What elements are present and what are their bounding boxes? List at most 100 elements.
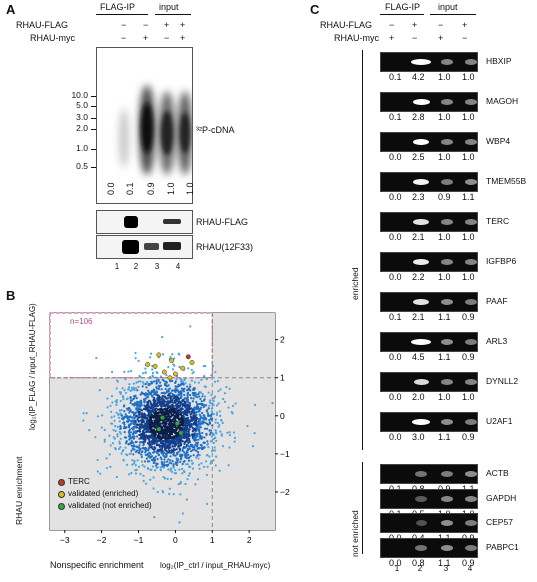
gel-row <box>380 464 478 484</box>
lane-number: 3 <box>154 262 160 271</box>
cloud-point <box>123 389 126 392</box>
cloud-point <box>190 410 193 413</box>
cloud-point <box>153 446 156 449</box>
cloud-point <box>169 379 172 383</box>
cloud-point <box>132 453 135 456</box>
c-row2-mark: − <box>412 33 418 43</box>
cloud-point <box>168 417 171 421</box>
gel-value: 2.1 <box>412 232 425 242</box>
cloud-point <box>187 423 190 427</box>
cloud-point <box>141 416 144 419</box>
gel-band <box>464 379 478 385</box>
cloud-point <box>133 425 136 429</box>
gel-value: 0.0 <box>389 557 402 568</box>
cloud-point <box>141 385 144 388</box>
cloud-point <box>173 423 176 426</box>
gel-value: 0.9 <box>462 557 475 568</box>
cloud-point <box>131 403 134 406</box>
cloud-point <box>127 406 130 410</box>
cloud-point <box>139 400 142 403</box>
cloud-point <box>130 399 134 402</box>
cloud-point <box>146 406 149 410</box>
cloud-point <box>161 446 164 449</box>
gene-label: ACTB <box>486 468 509 478</box>
cloud-point <box>157 436 160 439</box>
y-tick-label: −2 <box>280 487 290 497</box>
row2-mark: − <box>121 33 127 43</box>
cloud-point <box>138 416 141 419</box>
gel-row <box>380 537 478 558</box>
cloud-point <box>171 392 174 396</box>
cloud-point <box>271 401 274 405</box>
gel-value: 1.1 <box>462 192 475 202</box>
cloud-point <box>228 433 231 437</box>
gel-value: 0.0 <box>389 272 402 282</box>
cloud-point <box>154 392 157 395</box>
cloud-point <box>191 462 195 465</box>
cloud-point <box>208 433 212 436</box>
cloud-point <box>204 404 208 407</box>
cloud-point <box>168 393 171 397</box>
cloud-point <box>164 383 167 386</box>
cloud-point <box>207 446 210 449</box>
cloud-point <box>226 431 229 434</box>
gene-label: U2AF1 <box>486 416 513 426</box>
cloud-point <box>212 459 215 462</box>
gel-band <box>440 259 454 265</box>
cloud-point <box>178 417 181 420</box>
cloud-point <box>155 387 159 390</box>
cloud-point <box>106 406 109 409</box>
cloud-point <box>193 439 196 442</box>
lane-number: 1 <box>114 262 120 271</box>
cloud-point <box>154 455 157 458</box>
cloud-point <box>170 477 173 481</box>
cloud-point <box>227 406 230 409</box>
c-row2-mark: + <box>389 33 395 43</box>
cloud-point <box>211 365 215 368</box>
cloud-point <box>185 425 188 428</box>
cloud-point <box>141 419 144 422</box>
cloud-point <box>128 428 132 431</box>
cloud-point <box>193 406 196 409</box>
cloud-point <box>180 401 183 404</box>
cloud-point <box>165 440 168 443</box>
cloud-point <box>182 433 185 437</box>
gel-band <box>413 179 429 185</box>
cloud-point <box>180 395 183 398</box>
cloud-point <box>148 426 151 429</box>
gel-value: 1.0 <box>438 152 451 162</box>
cloud-point <box>167 402 170 405</box>
gel-value: 0.9 <box>462 312 475 322</box>
cloud-point <box>183 405 186 408</box>
cloud-point <box>157 384 160 387</box>
cloud-point <box>172 428 175 431</box>
gel-value: 1.1 <box>438 352 451 362</box>
gel-value: 2.1 <box>412 312 425 322</box>
gel-band <box>464 219 478 225</box>
cloud-point <box>216 421 220 425</box>
cloud-point <box>180 453 183 457</box>
y-tick-label: 2 <box>280 335 285 345</box>
cloud-point <box>115 401 118 404</box>
cloud-point <box>122 421 125 425</box>
cloud-point <box>170 379 174 383</box>
cloud-point <box>189 325 192 328</box>
cloud-point <box>144 482 148 485</box>
panel-c-letter: C <box>310 2 320 17</box>
cloud-point <box>162 430 165 433</box>
cloud-point <box>122 458 125 461</box>
cloud-point <box>156 397 160 400</box>
gene-label: CEP57 <box>486 517 513 527</box>
cloud-point <box>122 427 126 430</box>
cloud-point <box>144 415 147 419</box>
gel-value: 1.0 <box>462 112 475 122</box>
enriched-label: enriched <box>350 267 360 300</box>
cloud-point <box>253 432 256 435</box>
cloud-point <box>138 429 141 432</box>
cloud-point <box>179 390 182 393</box>
cloud-point <box>188 433 191 436</box>
cloud-point <box>200 378 203 381</box>
gel-band <box>440 139 454 145</box>
cloud-point <box>187 441 190 444</box>
cloud-point <box>137 380 140 383</box>
